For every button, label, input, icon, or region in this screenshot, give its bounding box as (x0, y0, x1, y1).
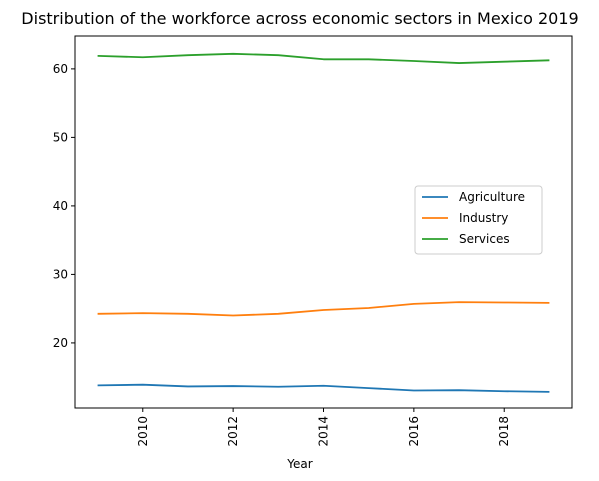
y-tick-label: 20 (53, 336, 68, 350)
chart-title: Distribution of the workforce across eco… (21, 9, 578, 28)
series-line-agriculture (97, 383, 550, 393)
y-tick-label: 60 (53, 62, 68, 76)
series-line-services (97, 52, 550, 64)
legend-label-agriculture: Agriculture (459, 190, 525, 204)
x-axis-label: Year (286, 457, 312, 471)
x-axis: 2010 2012 2014 2016 2018 (136, 408, 511, 447)
y-tick-label: 40 (53, 199, 68, 213)
series-layer (97, 52, 550, 393)
x-tick-label: 2018 (497, 416, 511, 447)
legend-box (414, 185, 543, 255)
x-tick-label: 2014 (317, 416, 331, 447)
x-tick-label: 2016 (407, 416, 421, 447)
legend-label-industry: Industry (459, 211, 508, 225)
y-axis: 20 30 40 50 60 (53, 62, 75, 350)
legend-label-services: Services (459, 232, 510, 246)
series-line-industry (97, 301, 550, 317)
x-tick-label: 2012 (226, 416, 240, 447)
x-tick-label: 2010 (136, 416, 150, 447)
y-tick-label: 30 (53, 267, 68, 281)
legend: Agriculture Industry Services (414, 185, 543, 255)
y-tick-label: 50 (53, 130, 68, 144)
